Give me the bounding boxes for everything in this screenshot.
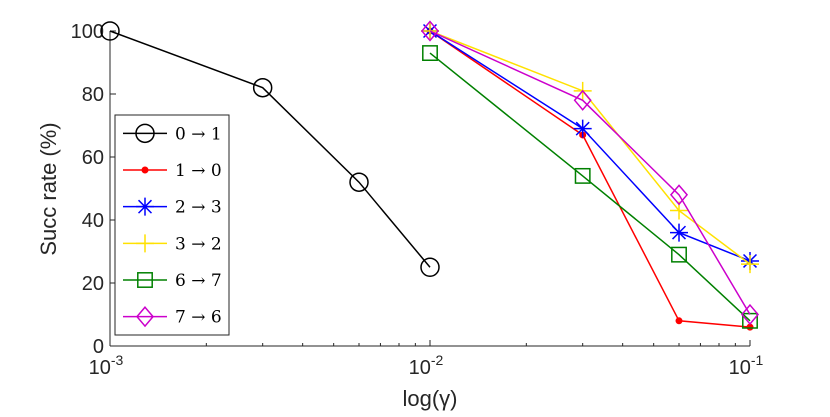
y-axis: 0 20 40 60 80 100	[71, 21, 116, 358]
series-line	[429, 52, 751, 322]
series-line	[429, 30, 751, 328]
data-point-circle	[420, 257, 440, 277]
legend: 0 → 1 1 → 0 2 → 3 3 → 2 6 → 7 7 → 6	[114, 114, 230, 336]
x-tick-base: 10	[89, 357, 111, 379]
legend-item: 6 → 7	[123, 271, 222, 291]
y-tick-label: 60	[82, 147, 104, 169]
series-layer	[100, 20, 760, 331]
legend-label: 6 → 7	[175, 271, 222, 291]
y-tick-label: 100	[71, 21, 104, 43]
data-point-asterisk	[573, 119, 592, 138]
data-point-diamond	[669, 184, 689, 206]
data-point-square	[671, 246, 687, 263]
legend-box	[114, 114, 230, 336]
data-point-diamond	[740, 303, 760, 326]
x-axis: 10-3 10-2 10-1	[89, 340, 764, 379]
data-point-plus	[136, 234, 154, 253]
y-tick-label: 40	[82, 210, 104, 232]
series-line	[429, 30, 751, 315]
data-point-dot	[675, 317, 683, 325]
y-tick-label: 80	[82, 84, 104, 106]
data-point-circle	[100, 21, 120, 41]
x-tick-exponent: -1	[751, 352, 764, 368]
y-axis-title: Succ rate (%)	[36, 122, 61, 255]
legend-label: 3 → 2	[175, 234, 222, 254]
series-line	[429, 30, 751, 265]
data-point-diamond	[573, 89, 592, 111]
data-point-plus	[741, 255, 759, 274]
data-point-circle	[135, 123, 155, 144]
data-point-square	[422, 45, 438, 61]
legend-item: 1 → 0	[123, 161, 222, 181]
x-tick-exponent: -2	[431, 352, 444, 368]
data-point-square	[574, 167, 591, 184]
x-tick-base: 10	[729, 357, 751, 379]
x-tick-label: 10-1	[729, 352, 764, 379]
data-point-circle	[349, 172, 369, 192]
legend-label: 1 → 0	[175, 161, 222, 181]
x-tick-label: 10-3	[89, 352, 124, 379]
legend-item: 7 → 6	[123, 306, 222, 328]
legend-item: 0 → 1	[123, 123, 222, 144]
legend-label: 2 → 3	[175, 198, 222, 218]
data-point-diamond	[420, 20, 440, 42]
x-axis-title: log(γ)	[402, 386, 457, 411]
series-5	[420, 20, 760, 326]
series-line	[109, 30, 431, 268]
legend-label: 0 → 1	[175, 124, 222, 144]
data-point-circle	[252, 77, 273, 98]
data-point-asterisk	[136, 197, 154, 216]
legend-label: 7 → 6	[175, 308, 222, 328]
x-tick-exponent: -3	[111, 352, 124, 368]
y-tick-label: 0	[93, 336, 104, 358]
data-point-diamond	[135, 306, 155, 328]
data-point-dot	[141, 166, 149, 174]
series-4	[422, 45, 758, 329]
legend-item: 3 → 2	[123, 234, 222, 254]
y-tick-label: 20	[82, 273, 104, 295]
data-point-square	[137, 272, 153, 288]
x-tick-label: 10-2	[409, 352, 444, 379]
series-0	[100, 21, 440, 277]
series-line	[429, 30, 751, 262]
x-tick-base: 10	[409, 357, 431, 379]
data-point-asterisk	[670, 223, 689, 242]
legend-item: 2 → 3	[123, 198, 222, 218]
